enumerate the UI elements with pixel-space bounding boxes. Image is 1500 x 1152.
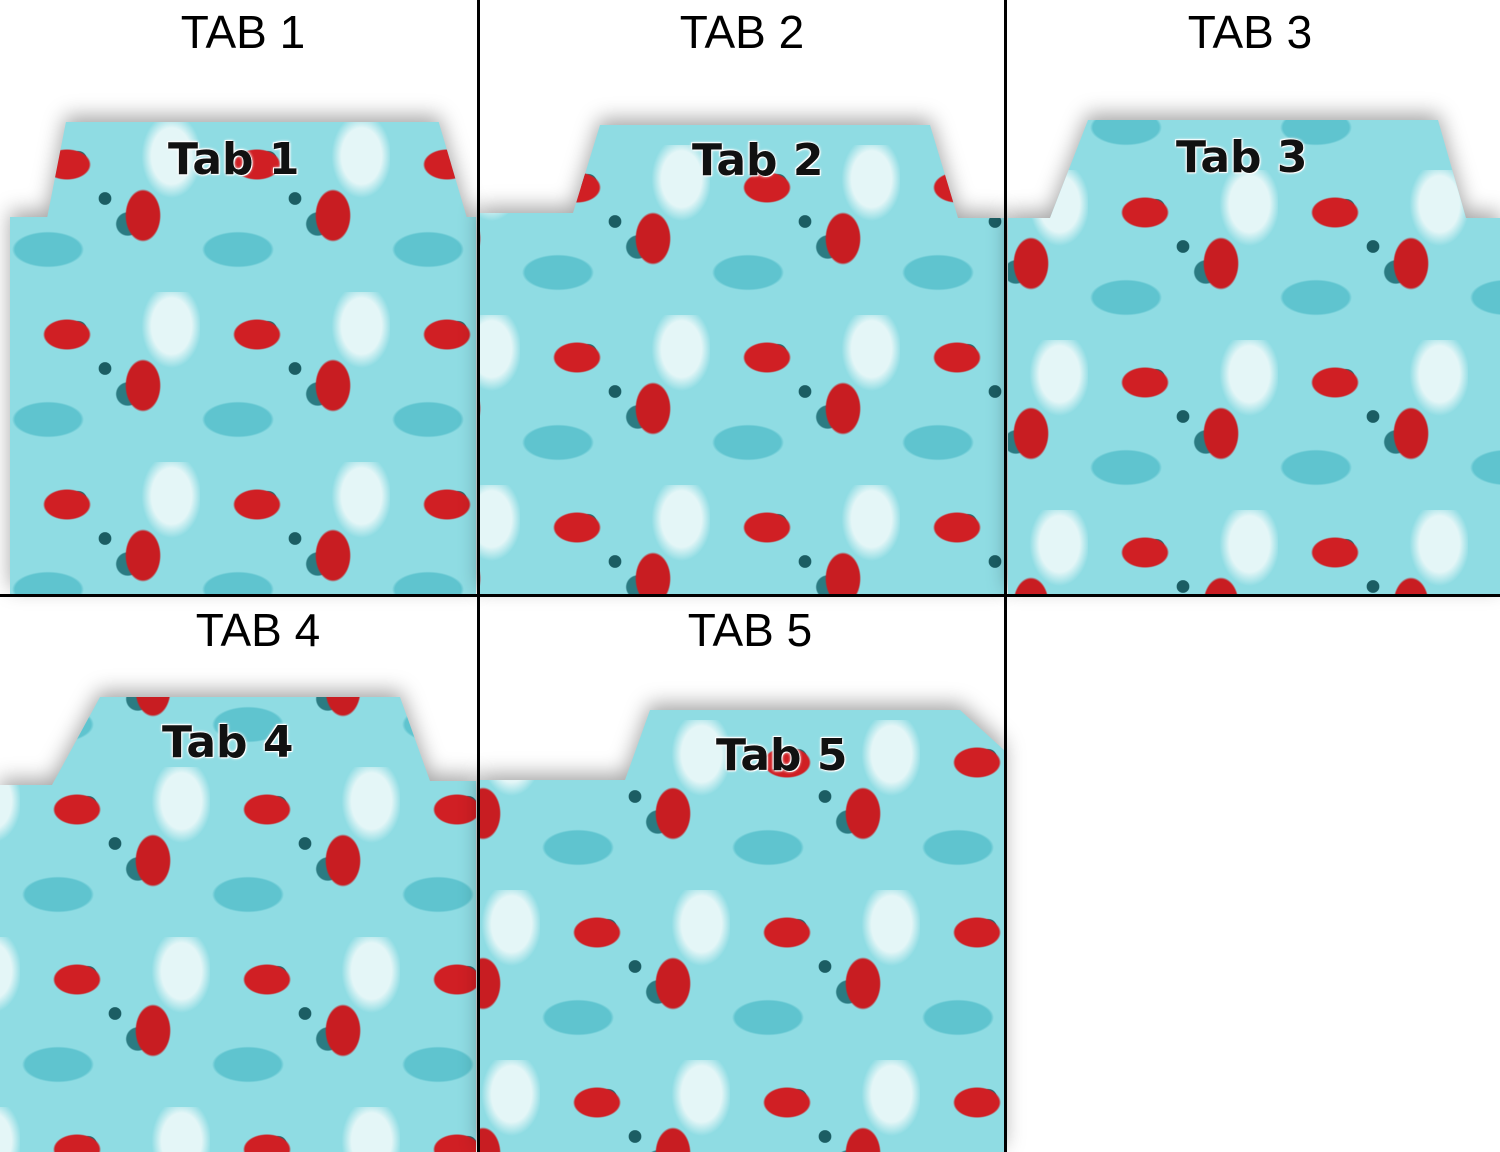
tab-label: Tab 1 (168, 134, 300, 185)
tab-label: Tab 2 (692, 135, 824, 186)
paisley-pattern (0, 697, 476, 1152)
cell-header: TAB 4 (195, 604, 321, 656)
tab-label: Tab 3 (1176, 132, 1308, 183)
tab-label: Tab 5 (716, 730, 848, 781)
paisley-pattern (480, 710, 1004, 1152)
tab-divider-4: Tab 4 (0, 697, 476, 1152)
paisley-pattern (1008, 120, 1500, 594)
tab-divider-2: Tab 2 (480, 125, 1004, 594)
paisley-pattern (10, 122, 476, 594)
cell-header: TAB 3 (1187, 6, 1313, 58)
grid-line (1004, 0, 1007, 1152)
tab-divider-1: Tab 1 (10, 122, 476, 594)
grid-line (477, 0, 480, 1152)
paisley-pattern (480, 125, 1004, 594)
tab-label: Tab 4 (162, 717, 294, 768)
cell-header: TAB 5 (687, 604, 813, 656)
tab-divider-3: Tab 3 (1008, 120, 1500, 594)
cell-header: TAB 1 (180, 6, 306, 58)
tab-divider-5: Tab 5 (480, 710, 1004, 1152)
cell-header: TAB 2 (679, 6, 805, 58)
grid-line (0, 594, 1500, 597)
